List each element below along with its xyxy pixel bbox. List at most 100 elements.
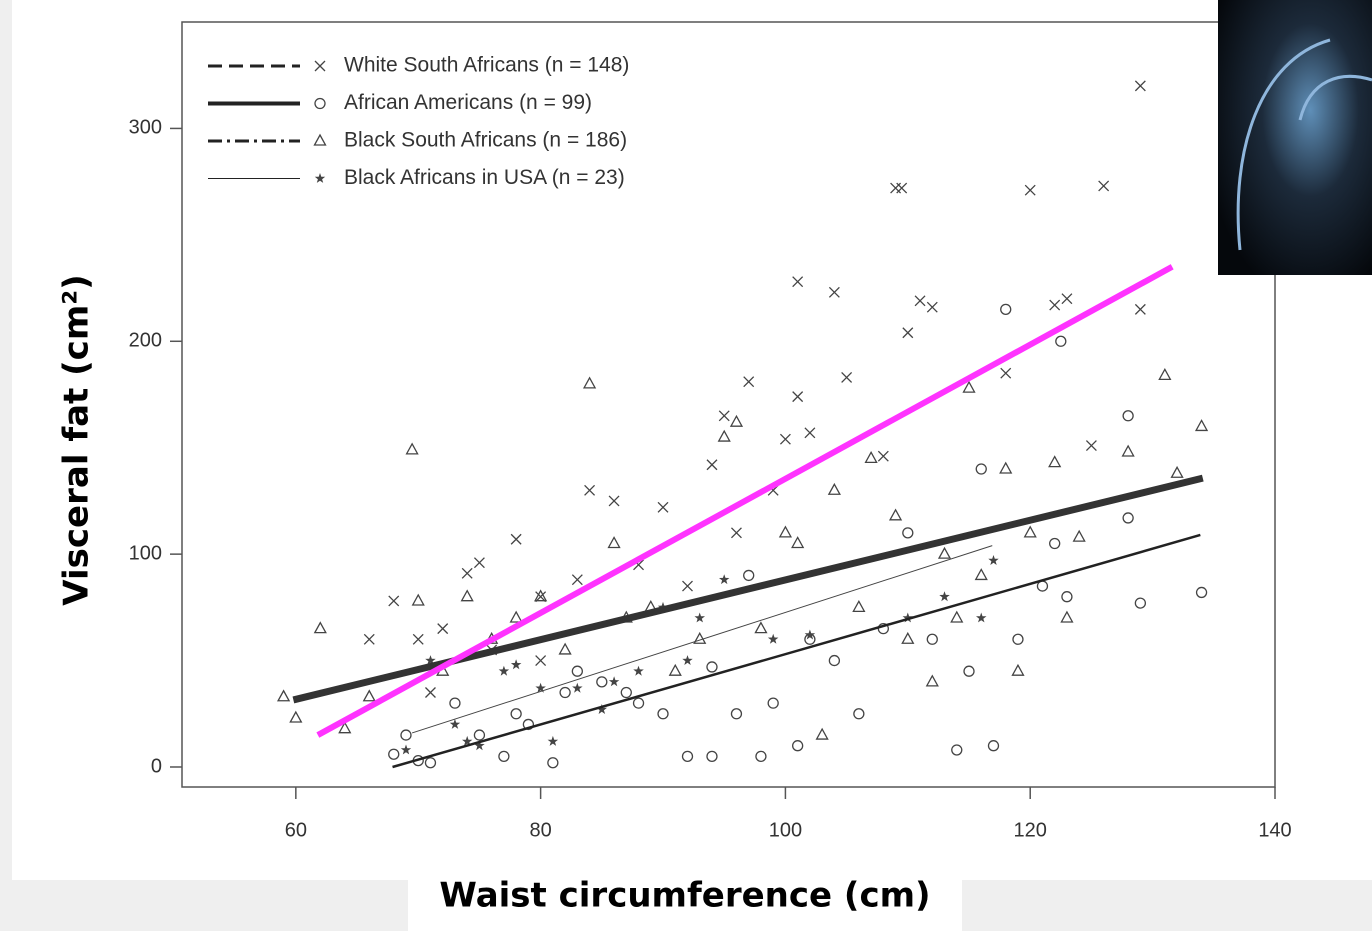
data-point bbox=[449, 718, 461, 729]
data-point bbox=[719, 574, 730, 585]
data-point bbox=[1049, 299, 1061, 311]
y-tick-label: 100 bbox=[129, 542, 162, 564]
photo-detail bbox=[1236, 38, 1372, 251]
panel bbox=[12, 0, 1372, 880]
data-point bbox=[400, 744, 412, 755]
data-point bbox=[1023, 525, 1037, 538]
data-point bbox=[633, 665, 644, 676]
data-point bbox=[474, 740, 485, 751]
data-point bbox=[424, 757, 437, 769]
data-point bbox=[901, 631, 915, 644]
data-point bbox=[730, 527, 742, 539]
data-point bbox=[975, 463, 987, 475]
legend-label: African Americans (n = 99) bbox=[344, 91, 592, 114]
data-point bbox=[902, 527, 914, 539]
data-point bbox=[974, 568, 988, 581]
data-point bbox=[791, 536, 805, 549]
data-point bbox=[509, 610, 523, 623]
data-point bbox=[815, 727, 829, 740]
data-point bbox=[828, 286, 840, 298]
data-point bbox=[608, 676, 620, 687]
data-point bbox=[535, 591, 547, 603]
data-point bbox=[902, 612, 913, 623]
data-point bbox=[888, 508, 903, 521]
data-point bbox=[706, 459, 718, 471]
data-point bbox=[596, 704, 608, 714]
data-point bbox=[510, 708, 522, 720]
data-point bbox=[792, 740, 804, 752]
data-point bbox=[620, 686, 632, 699]
data-point bbox=[461, 567, 473, 579]
data-point bbox=[963, 665, 975, 677]
data-point bbox=[877, 450, 889, 462]
data-point bbox=[313, 621, 327, 634]
fit-line bbox=[411, 545, 993, 734]
plot-frame bbox=[181, 21, 1276, 788]
data-point bbox=[999, 461, 1013, 474]
data-point bbox=[717, 429, 731, 442]
fit-line bbox=[392, 533, 1201, 769]
data-point bbox=[926, 301, 938, 313]
x-tick-label: 120 bbox=[1014, 819, 1047, 841]
data-point bbox=[729, 414, 744, 427]
x-tick-label: 80 bbox=[529, 819, 551, 841]
data-point bbox=[914, 295, 926, 307]
data-point bbox=[596, 676, 608, 688]
data-point bbox=[681, 750, 694, 762]
data-point bbox=[730, 708, 743, 720]
data-point bbox=[902, 327, 914, 339]
data-point bbox=[779, 433, 791, 445]
legend-marker bbox=[313, 133, 327, 146]
legend-label: Black South Africans (n = 186) bbox=[344, 129, 627, 152]
data-point bbox=[1000, 367, 1012, 379]
data-point bbox=[1048, 455, 1062, 468]
data-point bbox=[449, 697, 461, 709]
data-point bbox=[608, 495, 620, 507]
plot-area: 0 100 200 300 60 80 100 120 140 bbox=[129, 80, 1292, 841]
data-point bbox=[926, 633, 938, 645]
legend-marker bbox=[314, 60, 326, 72]
data-point bbox=[718, 410, 730, 422]
data-point bbox=[950, 610, 964, 623]
data-point bbox=[1122, 512, 1134, 524]
data-point bbox=[412, 633, 424, 645]
data-point bbox=[1195, 586, 1208, 599]
data-point bbox=[535, 655, 547, 667]
data-point bbox=[498, 750, 510, 762]
data-point bbox=[1194, 419, 1209, 432]
data-point bbox=[388, 748, 400, 760]
data-point bbox=[827, 482, 841, 495]
data-point bbox=[582, 376, 597, 389]
data-point bbox=[877, 623, 889, 635]
data-point bbox=[1000, 303, 1012, 315]
data-point bbox=[1170, 465, 1184, 478]
y-axis-label: Visceral fat (cm²) bbox=[57, 274, 97, 605]
data-point bbox=[792, 276, 804, 288]
data-point bbox=[896, 182, 908, 194]
data-point bbox=[1134, 597, 1147, 609]
data-point bbox=[841, 372, 853, 383]
data-point bbox=[976, 612, 987, 623]
data-point bbox=[405, 442, 419, 455]
data-point bbox=[412, 755, 424, 767]
data-point bbox=[607, 536, 621, 549]
data-point bbox=[668, 663, 682, 676]
data-point bbox=[778, 525, 793, 538]
data-point bbox=[754, 621, 768, 634]
data-point bbox=[510, 659, 522, 670]
legend-label: White South Africans (n = 148) bbox=[344, 54, 629, 77]
y-tick-label: 200 bbox=[129, 330, 162, 352]
data-point bbox=[1121, 444, 1135, 457]
data-point bbox=[657, 708, 669, 720]
y-tick-label: 300 bbox=[129, 117, 162, 139]
x-tick-label: 100 bbox=[769, 819, 802, 841]
legend-label: Black Africans in USA (n = 23) bbox=[344, 166, 625, 189]
data-point bbox=[498, 665, 510, 676]
data-point bbox=[792, 391, 804, 403]
data-point bbox=[852, 600, 866, 613]
label-box bbox=[408, 870, 962, 931]
data-point bbox=[1011, 663, 1025, 676]
data-point bbox=[460, 589, 474, 602]
data-point bbox=[584, 484, 596, 496]
